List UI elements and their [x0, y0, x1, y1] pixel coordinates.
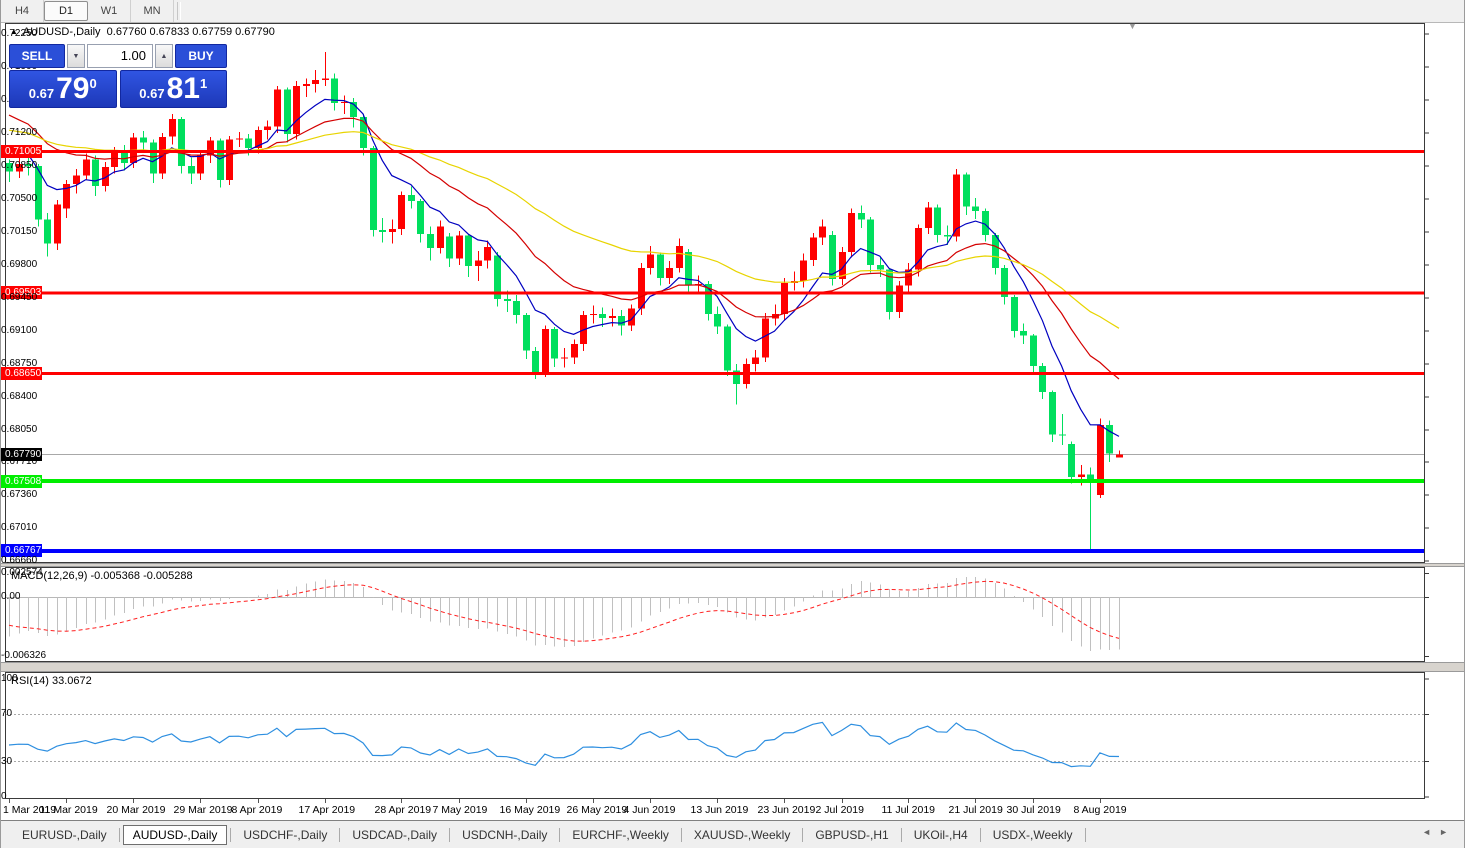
tab-separator: [230, 827, 232, 842]
ma-slow-line: [8, 129, 1120, 329]
symbol-tab-usdx[interactable]: USDX-,Weekly: [992, 827, 1073, 842]
symbol-tab-xauusd[interactable]: XAUUSD-,Weekly: [693, 827, 791, 842]
symbol-tab-eurchf[interactable]: EURCHF-,Weekly: [572, 827, 669, 842]
chart-shift-marker-icon[interactable]: ▼: [1128, 21, 1137, 31]
toolbar-divider: [177, 2, 181, 20]
ma-mid-line: [8, 114, 1120, 380]
symbol-tab-eurusd[interactable]: EURUSD-,Daily: [22, 827, 107, 842]
symbol-tab-usdcnh[interactable]: USDCNH-,Daily: [462, 827, 548, 842]
tab-separator: [680, 827, 682, 842]
ma-fast-line: [8, 98, 1120, 437]
tab-separator: [1084, 827, 1086, 842]
tab-separator: [339, 827, 341, 842]
tab-separator: [559, 827, 561, 842]
buy-button[interactable]: BUY: [175, 44, 227, 68]
buy-quote-panel[interactable]: 0.67 81 1: [119, 70, 227, 108]
sell-price-sup: 0: [89, 75, 97, 91]
symbol-tab-audusd[interactable]: AUDUSD-,Daily: [122, 824, 228, 845]
timeframe-toolbar: H4 D1 W1 MN: [1, 0, 1464, 23]
hline-marker-0.68650[interactable]: [2, 370, 8, 377]
tab-separator: [900, 827, 902, 842]
macd-indicator-header: MACD(12,26,9) -0.005368 -0.005288: [11, 570, 193, 582]
chart-canvas[interactable]: [1, 0, 1465, 820]
buy-price-prefix: 0.67: [139, 85, 165, 101]
hline-marker-0.66767[interactable]: [2, 547, 8, 554]
candlestick-series: [6, 51, 1123, 551]
macd-histogram: [9, 576, 1120, 651]
sell-price-prefix: 0.67: [28, 85, 55, 101]
tab-scroll-right-icon[interactable]: ►: [1439, 827, 1456, 837]
rsi-pane-border: [5, 672, 1425, 799]
timeframe-button-mn[interactable]: MN: [131, 0, 174, 22]
volume-decrease-icon[interactable]: ▼: [67, 44, 85, 68]
buy-price-sup: 1: [199, 75, 208, 91]
sell-button[interactable]: SELL: [9, 44, 65, 68]
volume-input[interactable]: 1.00: [87, 44, 153, 68]
symbol-tab-bar: EURUSD-,Daily AUDUSD-,Daily USDCHF-,Daily U…: [1, 820, 1464, 848]
volume-increase-icon[interactable]: ▲: [155, 44, 173, 68]
collapse-trade-panel-icon[interactable]: ▲: [10, 27, 18, 36]
symbol-tab-gbpusd[interactable]: GBPUSD-,H1: [815, 827, 889, 842]
chart-title: ▲ AUDUSD-,Daily 0.67760 0.67833 0.67759 0…: [10, 26, 275, 38]
tab-scroll-left-icon[interactable]: ◄: [1422, 827, 1440, 837]
tab-separator: [802, 827, 804, 842]
one-click-trading-panel: SELL ▼ 1.00 ▲ BUY 0.67 79 0 0.67 81 1: [9, 44, 227, 108]
tab-separator: [979, 827, 981, 842]
chart-symbol-label: AUDUSD-,Daily: [22, 26, 101, 38]
chart-ohlc-values: 0.67760 0.67833 0.67759 0.67790: [106, 26, 275, 38]
macd-pane-border: [5, 567, 1425, 662]
symbol-tab-ukoil[interactable]: UKOil-,H4: [913, 827, 968, 842]
sell-quote-panel[interactable]: 0.67 79 0: [9, 70, 117, 108]
symbol-tab-usdchf[interactable]: USDCHF-,Daily: [243, 827, 328, 842]
macd-signal-line: [8, 580, 1120, 642]
sell-price-big: 79: [56, 72, 90, 105]
tab-separator: [118, 827, 120, 842]
buy-price-big: 81: [166, 72, 200, 105]
symbol-tab-usdcad[interactable]: USDCAD-,Daily: [352, 827, 438, 842]
tab-separator: [449, 827, 451, 842]
rsi-line: [8, 721, 1120, 768]
timeframe-button-h4[interactable]: H4: [1, 0, 44, 22]
rsi-indicator-header: RSI(14) 33.0672: [11, 675, 92, 687]
timeframe-button-w1[interactable]: W1: [88, 0, 131, 22]
timeframe-button-d1[interactable]: D1: [44, 1, 88, 21]
pane-resizer-rsi[interactable]: [1, 662, 1464, 672]
pane-resizer-macd[interactable]: [1, 563, 1464, 567]
